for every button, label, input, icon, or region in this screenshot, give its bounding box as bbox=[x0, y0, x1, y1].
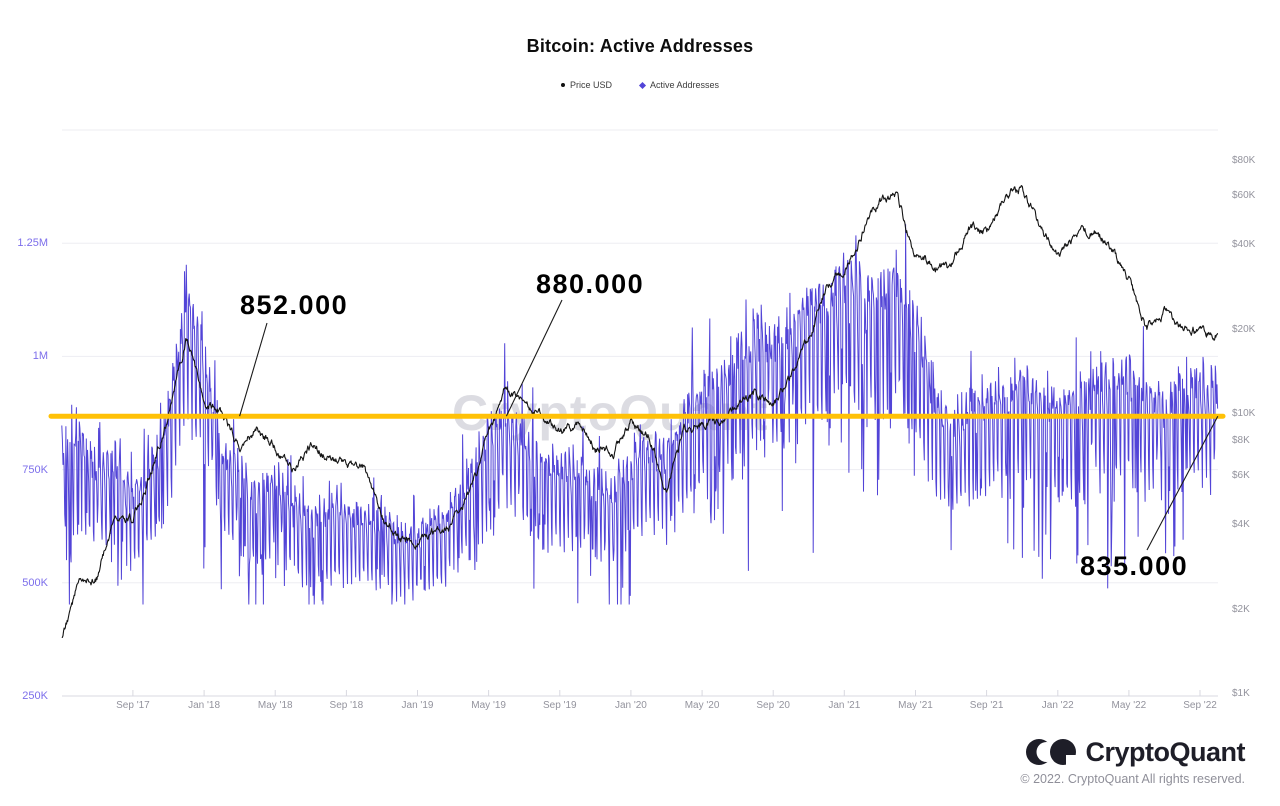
y-axis-right-tick-label: $10K bbox=[1232, 408, 1256, 419]
x-axis-tick-label: May '18 bbox=[257, 700, 293, 711]
y-axis-right-tick-label: $60K bbox=[1232, 190, 1256, 202]
x-axis-tick-label: May '19 bbox=[471, 700, 506, 711]
y-axis-left-tick-label: 1M bbox=[32, 350, 48, 363]
footer: CryptoQuant © 2022. CryptoQuant All righ… bbox=[1020, 735, 1245, 787]
annotation-connector-line bbox=[505, 299, 563, 417]
y-axis-left-tick-label: 1.25M bbox=[17, 237, 48, 250]
x-axis-tick-label: Sep '18 bbox=[329, 700, 364, 711]
x-axis-tick-label: May '20 bbox=[684, 700, 720, 711]
x-axis-tick-marks bbox=[132, 690, 1201, 697]
legend: Price USD Active Addresses bbox=[0, 80, 1280, 90]
y-axis-right-tick-label: $8K bbox=[1232, 435, 1250, 447]
x-axis-tick-label: Jan '19 bbox=[401, 700, 434, 711]
y-axis-left-tick-label: 750K bbox=[22, 463, 48, 476]
gridlines bbox=[62, 129, 1218, 697]
annotation-connectors bbox=[239, 299, 1219, 551]
x-axis-tick-label: May '22 bbox=[1111, 700, 1147, 711]
y-axis-right-tick-label: $4K bbox=[1232, 519, 1250, 531]
annotation-880000: 880.000 bbox=[536, 269, 645, 299]
chart-title: Bitcoin: Active Addresses bbox=[526, 36, 754, 56]
active-addresses-series bbox=[61, 224, 1219, 605]
cryptoquant-logo-icon bbox=[1025, 739, 1078, 767]
x-axis-tick-label: Sep '21 bbox=[969, 700, 1004, 711]
y-axis-right-tick-label: $1K bbox=[1232, 688, 1250, 699]
x-axis-tick-label: Jan '20 bbox=[614, 700, 647, 711]
x-axis-tick-label: Jan '18 bbox=[188, 700, 221, 711]
y-axis-right-tick-label: $80K bbox=[1232, 155, 1256, 167]
legend-label-active-addresses: Active Addresses bbox=[649, 80, 720, 90]
price-usd-marker-icon bbox=[560, 83, 565, 87]
legend-label-price-usd: Price USD bbox=[569, 80, 612, 90]
y-axis-right-tick-label: $2K bbox=[1232, 603, 1250, 615]
x-axis-tick-label: May '21 bbox=[898, 700, 933, 711]
x-axis-tick-label: Sep '20 bbox=[756, 700, 790, 711]
y-axis-left-tick-label: 500K bbox=[22, 576, 48, 589]
copyright-text: © 2022. CryptoQuant All rights reserved. bbox=[1020, 772, 1245, 786]
x-axis-tick-label: Sep '17 bbox=[116, 700, 150, 711]
brand-row: CryptoQuant bbox=[1020, 735, 1245, 769]
y-axis-right-tick-label: $20K bbox=[1232, 323, 1256, 335]
x-axis-tick-label: Sep '19 bbox=[542, 700, 577, 711]
annotation-connector-line bbox=[1146, 415, 1219, 551]
x-axis-tick-label: Sep '22 bbox=[1183, 700, 1217, 711]
legend-item-price-usd[interactable]: Price USD bbox=[560, 80, 612, 90]
y-axis-right-tick-label: $40K bbox=[1232, 239, 1256, 251]
price-usd-series bbox=[61, 185, 1219, 638]
annotation-835000: 835.000 bbox=[1080, 551, 1189, 581]
annotation-connector-line bbox=[239, 322, 268, 417]
annotation-852000: 852.000 bbox=[240, 290, 349, 320]
x-axis-tick-label: Jan '22 bbox=[1041, 700, 1074, 711]
x-axis-tick-label: Jan '21 bbox=[828, 700, 861, 711]
brand-name: CryptoQuant bbox=[1085, 736, 1246, 767]
legend-item-active-addresses[interactable]: Active Addresses bbox=[638, 80, 720, 90]
y-axis-right-tick-label: $6K bbox=[1232, 470, 1250, 482]
y-axis-left-tick-label: 250K bbox=[22, 690, 48, 702]
